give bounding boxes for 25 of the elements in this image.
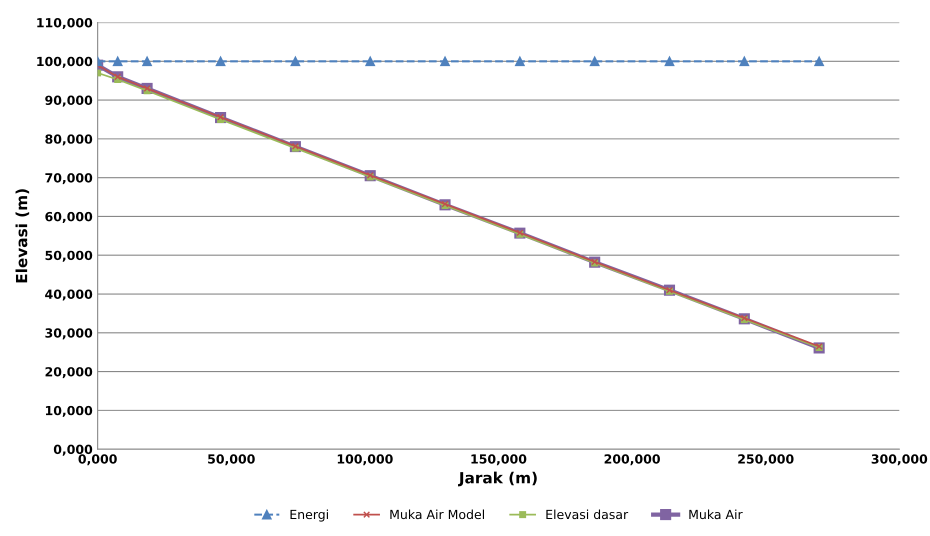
x-tick-label: 0,000	[78, 454, 117, 466]
y-tick-label: 70,000	[45, 173, 92, 184]
legend-label: Muka Air Model	[390, 509, 484, 520]
y-tick-label: 30,000	[45, 328, 92, 340]
x-tick-label: 100,000	[338, 454, 393, 466]
y-tick-label: 50,000	[46, 250, 92, 262]
x-tick-label: 50,000	[208, 454, 255, 466]
y-tick-label: 60,000	[45, 212, 92, 223]
x-axis-title: Jarak (m)	[458, 472, 537, 486]
x-tick-label: 150,000	[471, 454, 526, 466]
y-tick-label: 80,000	[45, 134, 92, 146]
legend-label: Muka Air	[689, 509, 743, 520]
legend-label: Elevasi dasar	[546, 509, 628, 520]
x-tick-label: 300,000	[872, 454, 928, 466]
x-tick-label: 250,000	[738, 454, 794, 466]
legend-label: Energi	[290, 509, 328, 522]
y-tick-label: 100,000	[37, 56, 92, 68]
x-tick-label: 200,000	[604, 454, 660, 466]
y-tick-label: 20,000	[46, 367, 92, 378]
y-tick-label: 40,000	[45, 289, 92, 301]
y-tick-label: 110,000	[37, 18, 92, 30]
y-tick-label: 10,000	[46, 406, 92, 417]
y-axis-title: Elevasi (m)	[16, 189, 30, 282]
y-tick-label: 0,000	[54, 444, 92, 456]
y-tick-label: 90,000	[45, 96, 92, 107]
